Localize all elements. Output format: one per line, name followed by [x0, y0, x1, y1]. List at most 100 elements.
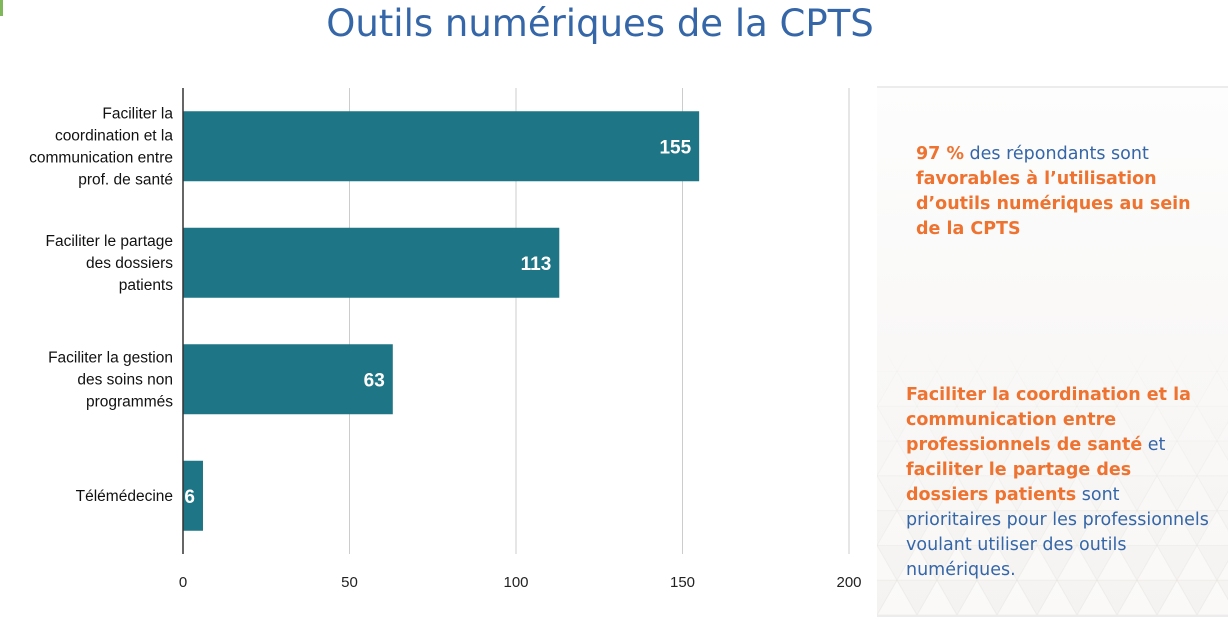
pattern-triangle	[877, 509, 918, 546]
pattern-triangle	[956, 370, 998, 407]
pattern-triangle	[1176, 544, 1218, 581]
pattern-triangle	[877, 474, 898, 512]
note-favorable: 97 % des répondants sont favorables à l’…	[916, 142, 1216, 242]
x-tick-label: 200	[836, 574, 861, 591]
pattern-triangle	[1036, 509, 1078, 546]
pattern-triangle	[1156, 370, 1198, 407]
pattern-triangle	[1036, 370, 1078, 407]
pattern-triangle	[1116, 439, 1158, 477]
pattern-triangle	[1196, 509, 1228, 546]
pattern-triangle	[1036, 579, 1078, 615]
pattern-triangle	[877, 579, 918, 615]
pattern-triangle	[1096, 405, 1138, 442]
triangle-pattern	[877, 355, 1228, 615]
pattern-triangle	[1116, 579, 1158, 615]
pattern-triangle	[1176, 405, 1218, 442]
pattern-triangle	[1136, 355, 1178, 372]
pattern-triangle	[1216, 560, 1228, 581]
pattern-triangle	[1116, 370, 1158, 407]
note-favorable-pct: 97 %	[916, 144, 964, 164]
pattern-triangle	[1076, 370, 1118, 407]
category-label: coordination et la	[55, 127, 173, 144]
category-label: Faciliter la gestion	[48, 349, 173, 366]
pattern-triangle	[1056, 544, 1098, 581]
pattern-triangle	[1016, 474, 1058, 512]
bar-value-label: 155	[659, 137, 691, 158]
bar-value-label: 63	[364, 370, 385, 391]
pattern-triangle	[996, 439, 1038, 477]
note-priorities-bold1: Faciliter la coordination et la communic…	[906, 385, 1191, 455]
pattern-triangle	[1216, 490, 1228, 512]
pattern-triangle	[956, 509, 998, 546]
pattern-triangle	[877, 439, 918, 477]
pattern-triangle	[1056, 355, 1098, 372]
x-tick-label: 50	[341, 574, 358, 591]
pattern-triangle	[936, 544, 978, 581]
note-priorities: Faciliter la coordination et la communic…	[906, 383, 1216, 583]
pattern-triangle	[916, 579, 958, 615]
pattern-triangle	[1036, 439, 1078, 477]
category-label: des soins non	[77, 371, 173, 388]
pattern-triangle	[936, 474, 978, 512]
category-label: Faciliter le partage	[45, 233, 173, 250]
pattern-triangle	[1156, 579, 1198, 615]
bar-value-label: 113	[521, 254, 552, 275]
note-priorities-text: sont prioritaires pour les professionnel…	[906, 485, 1209, 580]
pattern-triangle	[1116, 509, 1158, 546]
x-tick-label: 150	[670, 574, 695, 591]
pattern-triangle	[916, 370, 958, 407]
category-label: programmés	[86, 393, 173, 410]
pattern-triangle	[1096, 544, 1138, 581]
bar	[183, 227, 560, 298]
pattern-triangle	[1056, 474, 1098, 512]
pattern-triangle	[916, 509, 958, 546]
pattern-triangle	[896, 355, 938, 372]
pattern-triangle	[1136, 544, 1178, 581]
pattern-triangle	[1176, 355, 1218, 372]
pattern-triangle	[1076, 439, 1118, 477]
category-label: communication entre	[29, 149, 173, 166]
summary-panel	[877, 86, 1228, 617]
pattern-triangle	[896, 474, 938, 512]
pattern-triangle	[916, 439, 958, 477]
page-title: Outils numériques de la CPTS	[326, 2, 874, 45]
category-label: Faciliter la	[102, 105, 173, 122]
x-tick-label: 100	[503, 574, 528, 591]
bar	[183, 344, 393, 415]
pattern-triangle	[1016, 544, 1058, 581]
pattern-triangle	[976, 405, 1018, 442]
pattern-triangle	[1196, 579, 1228, 615]
pattern-triangle	[896, 544, 938, 581]
pattern-triangle	[1216, 355, 1228, 372]
bar	[183, 460, 203, 531]
pattern-triangle	[1156, 509, 1198, 546]
pattern-triangle	[996, 509, 1038, 546]
pattern-triangle	[936, 405, 978, 442]
pattern-triangle	[1016, 405, 1058, 442]
pattern-triangle	[1056, 405, 1098, 442]
pattern-triangle	[1176, 474, 1218, 512]
category-label: Télémédecine	[76, 488, 173, 505]
note-favorable-text: des répondants sont	[963, 144, 1149, 164]
pattern-triangle	[956, 579, 998, 615]
pattern-triangle	[936, 355, 978, 372]
pattern-triangle	[976, 355, 1018, 372]
pattern-triangle	[896, 405, 938, 442]
pattern-triangle	[1016, 355, 1058, 372]
pattern-triangle	[877, 544, 898, 581]
note-priorities-bold2: faciliter le partage des dossiers patien…	[906, 460, 1132, 505]
note-favorable-bold: favorables à l’utilisation d’outils numé…	[916, 169, 1191, 239]
pattern-triangle	[1196, 370, 1228, 407]
bar-chart: 0 50 100 150 200 155 Faciliter la coordination …	[29, 88, 862, 591]
pattern-triangle	[1096, 355, 1138, 372]
category-label: des dossiers	[86, 255, 173, 272]
note-priorities-and: et	[1142, 435, 1166, 455]
category-label: prof. de santé	[78, 171, 173, 188]
pattern-triangle	[1096, 474, 1138, 512]
pattern-triangle	[1136, 405, 1178, 442]
pattern-triangle	[956, 439, 998, 477]
pattern-triangle	[1136, 474, 1178, 512]
bar	[183, 111, 700, 182]
pattern-triangle	[877, 370, 918, 407]
corner-accent	[0, 0, 3, 16]
